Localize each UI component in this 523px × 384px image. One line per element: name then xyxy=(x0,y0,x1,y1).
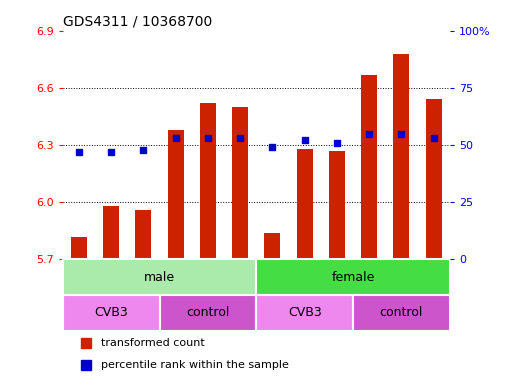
Text: transformed count: transformed count xyxy=(101,338,205,348)
Bar xyxy=(297,149,313,260)
Point xyxy=(365,131,373,137)
Bar xyxy=(71,237,87,260)
Point xyxy=(236,135,244,141)
Bar xyxy=(256,295,353,331)
Bar xyxy=(232,107,248,260)
Text: female: female xyxy=(332,271,374,284)
Text: CVB3: CVB3 xyxy=(94,306,128,319)
Text: CVB3: CVB3 xyxy=(288,306,322,319)
Bar xyxy=(426,99,442,260)
Bar xyxy=(63,295,160,331)
Point xyxy=(139,147,147,153)
Point xyxy=(75,149,83,155)
Text: percentile rank within the sample: percentile rank within the sample xyxy=(101,360,289,370)
Point xyxy=(203,135,212,141)
Text: male: male xyxy=(144,271,175,284)
Bar xyxy=(135,210,152,260)
Text: GDS4311 / 10368700: GDS4311 / 10368700 xyxy=(63,14,212,28)
Bar xyxy=(264,233,280,260)
Text: control: control xyxy=(380,306,423,319)
Point xyxy=(107,149,115,155)
Point xyxy=(333,140,341,146)
Point xyxy=(172,135,180,141)
Point xyxy=(300,137,309,144)
Point xyxy=(268,144,277,151)
Bar xyxy=(393,54,410,260)
Bar xyxy=(329,151,345,260)
Bar xyxy=(167,130,184,260)
Text: control: control xyxy=(186,306,230,319)
Point xyxy=(429,135,438,141)
Bar xyxy=(256,260,450,295)
Bar xyxy=(361,74,377,260)
Bar xyxy=(200,103,216,260)
Bar xyxy=(353,295,450,331)
Point xyxy=(397,131,406,137)
Bar xyxy=(160,295,256,331)
Bar xyxy=(63,260,256,295)
Bar xyxy=(103,206,119,260)
